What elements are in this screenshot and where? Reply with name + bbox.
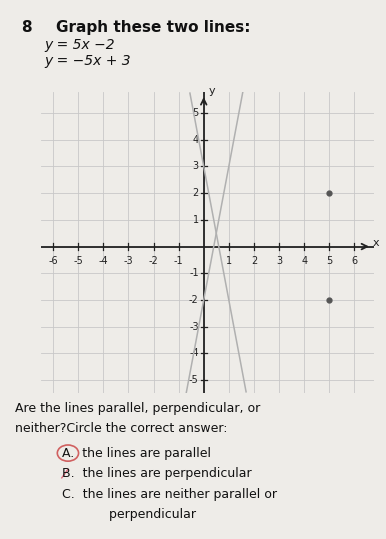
Text: 5: 5: [326, 256, 332, 266]
Text: Are the lines parallel, perpendicular, or: Are the lines parallel, perpendicular, o…: [15, 402, 261, 414]
Text: 2: 2: [251, 256, 257, 266]
Text: 2: 2: [193, 188, 199, 198]
Text: A.  the lines are parallel: A. the lines are parallel: [62, 447, 211, 460]
Text: 4: 4: [193, 135, 199, 144]
Text: 8: 8: [21, 20, 32, 36]
Text: -5: -5: [189, 375, 199, 385]
Text: 4: 4: [301, 256, 307, 266]
Text: -2: -2: [189, 295, 199, 305]
Text: -2: -2: [149, 256, 158, 266]
Text: -1: -1: [174, 256, 183, 266]
Text: 6: 6: [351, 256, 357, 266]
Text: 3: 3: [276, 256, 282, 266]
Text: -5: -5: [73, 256, 83, 266]
Text: -3: -3: [124, 256, 133, 266]
Text: y = 5x −2: y = 5x −2: [44, 38, 115, 52]
Text: 1: 1: [193, 215, 199, 225]
Text: 1: 1: [226, 256, 232, 266]
Text: -6: -6: [48, 256, 58, 266]
Text: Graph these two lines:: Graph these two lines:: [56, 20, 251, 36]
Text: -1: -1: [189, 268, 199, 278]
Text: y: y: [209, 86, 215, 95]
Text: C.  the lines are neither parallel or: C. the lines are neither parallel or: [62, 488, 277, 501]
Text: y = −5x + 3: y = −5x + 3: [44, 54, 131, 68]
Text: neither?Circle the correct answer:: neither?Circle the correct answer:: [15, 422, 228, 435]
Text: x: x: [373, 238, 380, 247]
Text: -3: -3: [189, 322, 199, 331]
Text: -4: -4: [98, 256, 108, 266]
Text: -4: -4: [189, 348, 199, 358]
Text: 3: 3: [193, 161, 199, 171]
Text: B.  the lines are perpendicular: B. the lines are perpendicular: [62, 467, 251, 480]
Text: 5: 5: [193, 108, 199, 118]
Text: perpendicular: perpendicular: [89, 508, 196, 521]
